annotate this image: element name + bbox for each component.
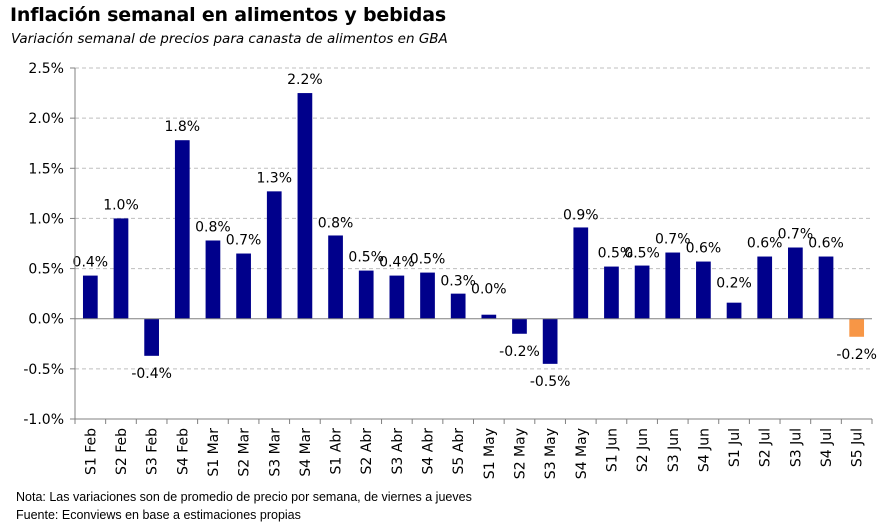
bar <box>420 272 435 319</box>
x-tick-label: S4 Jul <box>819 428 835 467</box>
bar <box>604 266 619 319</box>
y-tick-label: 1.5% <box>28 161 64 177</box>
x-tick-label: S1 Jul <box>727 428 743 467</box>
chart-note: Nota: Las variaciones son de promedio de… <box>16 490 472 504</box>
bar <box>174 140 190 319</box>
y-tick-label: -0.5% <box>23 362 64 378</box>
y-tick-label: 0.0% <box>28 312 64 328</box>
data-label: -0.5% <box>530 374 571 390</box>
data-label: 0.6% <box>686 241 722 257</box>
bar <box>726 302 742 319</box>
y-tick-label: 1.0% <box>28 211 64 227</box>
data-label: 0.4% <box>73 255 109 271</box>
x-tick-label: S2 May <box>512 428 528 479</box>
x-tick-label: S3 Feb <box>145 428 161 475</box>
bar <box>328 235 343 319</box>
x-tick-label: S3 Abr <box>390 428 406 475</box>
data-label: 2.2% <box>287 72 323 88</box>
x-tick-label: S1 Jun <box>604 428 620 472</box>
x-tick-label: S5 Abr <box>451 428 467 475</box>
bar <box>236 253 251 319</box>
x-tick-label: S4 May <box>574 428 590 479</box>
x-tick-label: S2 Jun <box>635 428 651 472</box>
data-label: 0.7% <box>655 232 691 248</box>
chart-title: Inflación semanal en alimentos y bebidas <box>10 4 446 26</box>
data-label: 0.6% <box>808 236 844 252</box>
bar <box>205 240 221 319</box>
bar <box>757 256 773 319</box>
y-tick-label: 0.5% <box>28 262 64 278</box>
bar <box>573 227 589 319</box>
x-tick-label: S1 May <box>482 428 498 479</box>
y-axis-ticks: 2.5% 2.0% 1.5% 1.0% 0.5% 0.0% -0.5% -1.0% <box>23 61 75 428</box>
axes <box>74 68 872 420</box>
bar <box>481 314 497 319</box>
bar <box>266 191 282 319</box>
bar <box>634 265 650 319</box>
x-tick-label: S3 Mar <box>267 428 283 477</box>
y-tick-label: 2.0% <box>28 111 64 127</box>
data-label: 0.4% <box>379 255 415 271</box>
data-label: 0.3% <box>440 274 476 290</box>
x-tick-label: S4 Feb <box>175 428 191 475</box>
data-label: 0.0% <box>471 282 507 298</box>
data-label: 1.0% <box>103 197 139 213</box>
bar <box>297 93 313 319</box>
data-label: 0.8% <box>195 219 231 235</box>
bar <box>665 252 681 319</box>
chart-subtitle: Variación semanal de precios para canast… <box>11 31 448 47</box>
bar <box>512 318 527 334</box>
bar <box>82 275 98 319</box>
bar <box>144 318 159 356</box>
x-tick-label: S2 Feb <box>114 428 130 475</box>
chart-source: Fuente: Econviews en base a estimaciones… <box>16 508 301 522</box>
x-tick-label: S1 Feb <box>83 428 99 475</box>
data-label: 0.5% <box>624 246 660 262</box>
data-label: 0.2% <box>716 276 752 292</box>
bar <box>696 261 711 319</box>
bar <box>113 218 129 319</box>
data-label: 0.5% <box>410 252 446 268</box>
data-labels: 0.4%1.0%-0.4%1.8%0.8%0.7%1.3%2.2%0.8%0.5… <box>73 72 877 390</box>
bar <box>542 318 558 364</box>
x-tick-label: S2 Mar <box>237 428 253 477</box>
y-tick-label: -1.0% <box>23 412 64 428</box>
data-label: 0.7% <box>226 233 262 249</box>
bars <box>82 93 865 364</box>
x-tick-label: S3 Jul <box>788 428 804 467</box>
x-tick-label: S1 Mar <box>206 428 222 477</box>
bar <box>788 247 803 319</box>
x-tick-label: S2 Jul <box>758 428 774 467</box>
bar <box>389 275 405 319</box>
bar <box>450 293 466 319</box>
data-label: 0.8% <box>318 215 354 231</box>
data-label: 0.9% <box>563 207 599 223</box>
data-label: -0.2% <box>499 344 540 360</box>
data-label: 0.6% <box>747 236 783 252</box>
bar <box>358 270 374 319</box>
x-tick-label: S3 Jun <box>666 428 682 472</box>
data-label: 1.3% <box>256 170 292 186</box>
data-label: 0.5% <box>598 246 634 262</box>
x-tick-label: S4 Abr <box>421 428 437 475</box>
data-label: -0.2% <box>836 347 877 363</box>
data-label: 1.8% <box>164 119 200 135</box>
bar <box>818 256 834 319</box>
x-tick-label: S4 Jun <box>696 428 712 472</box>
data-label: 0.7% <box>778 227 814 243</box>
data-label: -0.4% <box>131 366 172 382</box>
y-tick-label: 2.5% <box>28 61 64 77</box>
x-tick-label: S5 Jul <box>850 428 866 467</box>
x-tick-label: S2 Abr <box>359 428 375 475</box>
bar <box>849 318 865 337</box>
x-tick-label: S4 Mar <box>298 428 314 477</box>
x-tick-label: S1 Abr <box>329 428 345 475</box>
data-label: 0.5% <box>348 250 384 266</box>
x-axis-ticks: S1 Feb S2 Feb S3 Feb S4 Feb S1 Mar S2 Mar S3 M… <box>74 419 873 479</box>
x-tick-label: S3 May <box>543 428 559 479</box>
